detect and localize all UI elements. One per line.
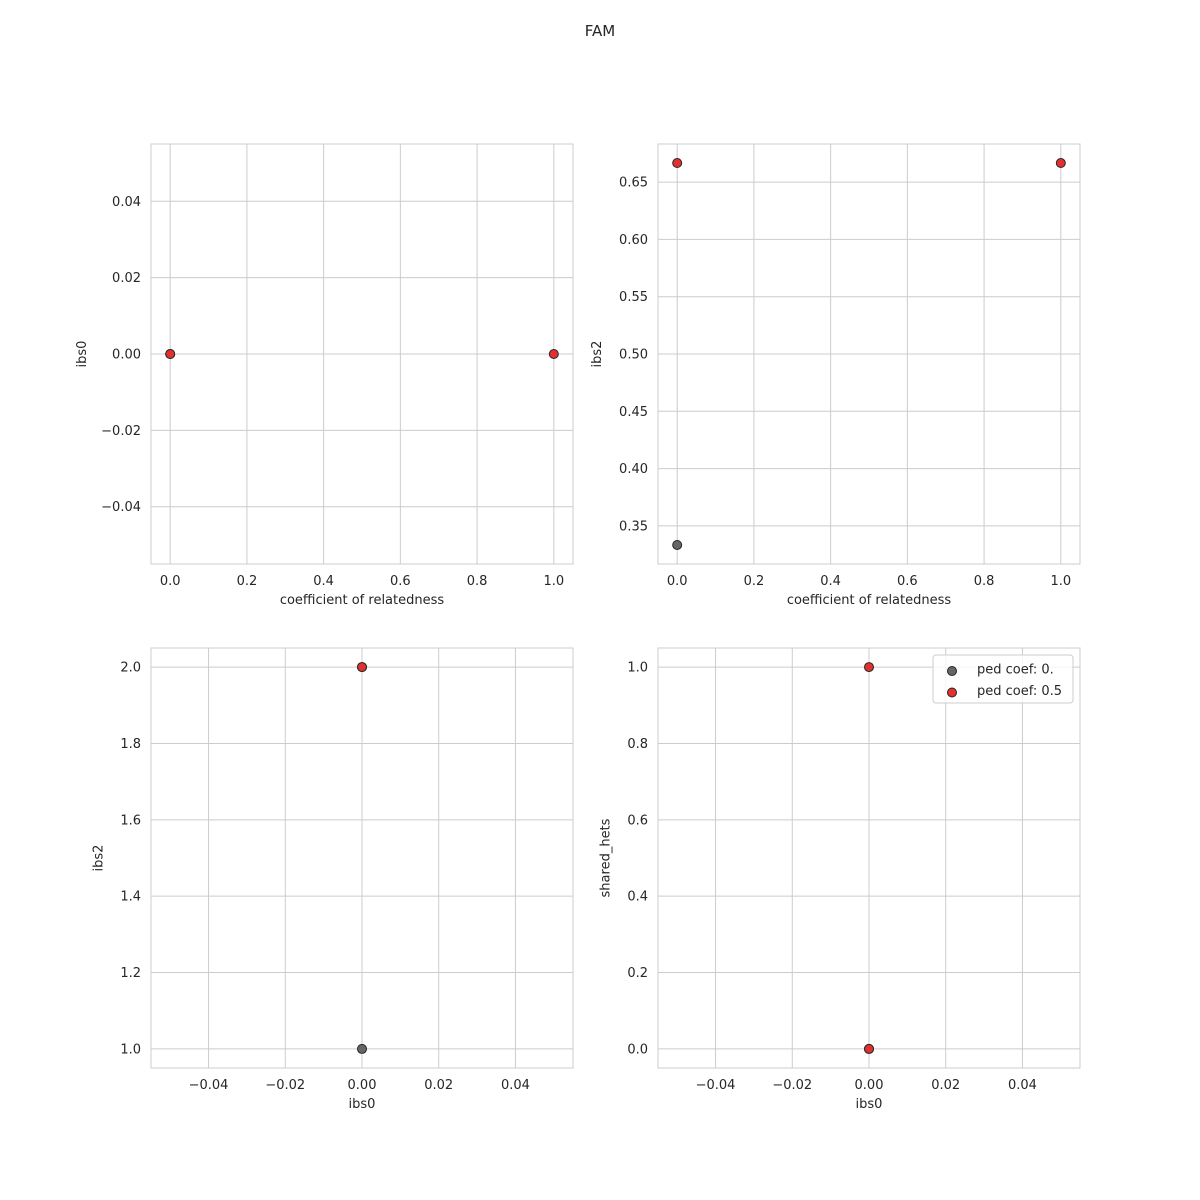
- y-tick-label: 0.50: [619, 348, 648, 363]
- y-tick-label: 0.00: [112, 348, 141, 363]
- y-tick-label: 0.04: [112, 195, 141, 210]
- x-tick-label: 0.02: [424, 1078, 453, 1093]
- data-point-series-2: [672, 158, 683, 169]
- y-tick-label: 0.0: [627, 1042, 648, 1057]
- y-tick-label: 1.4: [120, 890, 141, 905]
- x-tick-label: 0.04: [1008, 1078, 1037, 1093]
- y-tick-label: −0.04: [101, 500, 141, 515]
- y-axis-label: shared_hets: [598, 818, 613, 897]
- axes-frame: [150, 647, 574, 1069]
- data-point-series-2: [864, 1043, 874, 1054]
- data-point-series-2: [1055, 158, 1066, 169]
- x-tick-label: 0.04: [501, 1078, 530, 1093]
- y-tick-label: 0.2: [627, 966, 648, 981]
- y-tick-label: 1.0: [120, 1042, 141, 1057]
- y-tick-label: 1.6: [120, 813, 141, 828]
- data-point-series-2: [548, 349, 559, 359]
- axes-frame: [657, 143, 1081, 565]
- y-tick-label: 0.65: [619, 176, 648, 191]
- data-point-series-2: [165, 349, 176, 359]
- y-tick-label: 0.45: [619, 405, 648, 420]
- x-tick-label: −0.04: [189, 1078, 229, 1093]
- axes-frame: [150, 143, 574, 565]
- x-tick-label: 1.0: [1050, 574, 1071, 589]
- subplot-4: −0.04 −0.02 0.00 0.02 0.04 0.0 0.2 0.4 0.6 0.8 1.0…: [598, 647, 1081, 1112]
- subplot-grid: 0.0 0.2 0.4 0.6 0.8 1.0 −0.04 −0.02 0.00 0.02 0.04…: [75, 143, 1081, 1112]
- legend-label: ped coef: 0.5: [977, 684, 1062, 699]
- y-tick-label: 2.0: [120, 661, 141, 676]
- x-tick-label: 0.4: [820, 574, 841, 589]
- x-axis-label: ibs0: [349, 1097, 376, 1112]
- data-point-series-2: [864, 662, 874, 673]
- y-tick-label: 0.40: [619, 462, 648, 477]
- x-tick-label: 1.0: [543, 574, 564, 589]
- y-tick-label: 0.35: [619, 519, 648, 534]
- x-tick-label: 0.00: [348, 1078, 377, 1093]
- x-tick-label: 0.02: [931, 1078, 960, 1093]
- subplot-3: −0.04 −0.02 0.00 0.02 0.04 1.0 1.2 1.4 1.6 1.8 2.0…: [91, 647, 574, 1112]
- x-tick-label: −0.04: [696, 1078, 736, 1093]
- y-tick-label: −0.02: [101, 424, 141, 439]
- x-tick-label: 0.2: [744, 574, 765, 589]
- x-axis-label: coefficient of relatedness: [787, 593, 952, 608]
- subplot-2: 0.0 0.2 0.4 0.6 0.8 1.0 0.35 0.40 0.45 0.50 0.55 0.…: [590, 143, 1081, 608]
- x-tick-label: 0.0: [160, 574, 181, 589]
- data-point-series-1: [672, 539, 683, 550]
- y-tick-label: 1.8: [120, 737, 141, 752]
- y-axis-label: ibs2: [91, 845, 106, 872]
- y-tick-label: 0.02: [112, 271, 141, 286]
- x-axis-label: ibs0: [856, 1097, 883, 1112]
- x-tick-label: 0.0: [667, 574, 688, 589]
- x-tick-label: 0.4: [313, 574, 334, 589]
- x-tick-label: −0.02: [265, 1078, 305, 1093]
- legend-label: ped coef: 0.: [977, 663, 1054, 678]
- x-tick-label: 0.8: [467, 574, 488, 589]
- x-tick-label: 0.2: [237, 574, 258, 589]
- legend-marker: [947, 666, 957, 676]
- y-tick-label: 0.6: [627, 813, 648, 828]
- x-tick-label: −0.02: [772, 1078, 812, 1093]
- legend-box: [932, 654, 1074, 704]
- y-axis-label: ibs0: [75, 341, 90, 368]
- legend-marker: [947, 687, 957, 698]
- axes-frame: [657, 647, 1081, 1069]
- figure-suptitle: FAM: [585, 22, 615, 40]
- x-tick-label: 0.00: [855, 1078, 884, 1093]
- y-tick-label: 0.8: [627, 737, 648, 752]
- y-tick-label: 0.60: [619, 233, 648, 248]
- x-axis-label: coefficient of relatedness: [280, 593, 445, 608]
- data-point-series-2: [357, 662, 367, 673]
- subplot-1: 0.0 0.2 0.4 0.6 0.8 1.0 −0.04 −0.02 0.00 0.02 0.04…: [75, 143, 574, 608]
- x-tick-label: 0.8: [974, 574, 995, 589]
- x-tick-label: 0.6: [897, 574, 918, 589]
- y-tick-label: 0.55: [619, 290, 648, 305]
- x-tick-label: 0.6: [390, 574, 411, 589]
- y-tick-label: 1.0: [627, 661, 648, 676]
- y-axis-label: ibs2: [590, 341, 605, 368]
- y-tick-label: 0.4: [627, 890, 648, 905]
- y-tick-label: 1.2: [120, 966, 141, 981]
- data-point-series-1: [357, 1043, 367, 1054]
- legend: ped coef: 0. ped coef: 0.5: [932, 654, 1074, 704]
